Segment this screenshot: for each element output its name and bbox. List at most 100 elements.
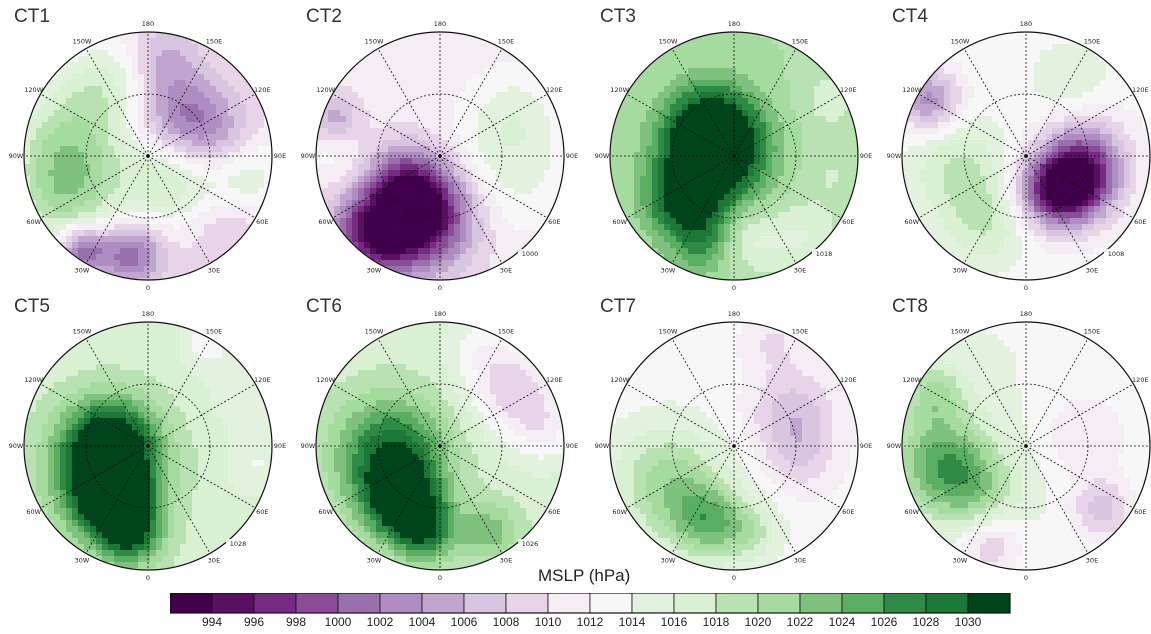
field-cell: [30, 170, 37, 177]
field-cell: [376, 68, 383, 75]
field-cell: [472, 62, 479, 69]
field-cell: [700, 158, 707, 165]
field-cell: [700, 146, 707, 153]
field-cell: [694, 62, 701, 69]
field-cell: [986, 122, 993, 129]
field-cell: [222, 206, 229, 213]
field-cell: [550, 122, 557, 129]
field-cell: [228, 152, 235, 159]
field-cell: [352, 230, 359, 237]
field-cell: [198, 98, 205, 105]
field-cell: [634, 200, 641, 207]
field-cell: [772, 146, 779, 153]
field-cell: [216, 92, 223, 99]
field-cell: [252, 176, 259, 183]
field-cell: [84, 230, 91, 237]
field-cell: [736, 86, 743, 93]
field-cell: [370, 74, 377, 81]
field-cell: [796, 50, 803, 57]
field-cell: [424, 116, 431, 123]
field-cell: [760, 134, 767, 141]
field-cell: [358, 122, 365, 129]
field-cell: [370, 98, 377, 105]
field-cell: [718, 242, 725, 249]
field-cell: [682, 74, 689, 81]
longitude-label: 60E: [842, 218, 854, 226]
field-cell: [1100, 104, 1107, 111]
field-cell: [174, 56, 181, 63]
field-cell: [42, 110, 49, 117]
field-cell: [102, 152, 109, 159]
field-cell: [30, 128, 37, 135]
field-cell: [340, 200, 347, 207]
field-cell: [430, 278, 437, 280]
field-cell: [484, 260, 491, 267]
field-cell: [346, 152, 353, 159]
field-cell: [376, 248, 383, 255]
field-cell: [790, 164, 797, 171]
field-cell: [406, 176, 413, 183]
field-cell: [784, 230, 791, 237]
field-cell: [192, 200, 199, 207]
field-cell: [992, 104, 999, 111]
field-cell: [186, 68, 193, 75]
field-cell: [670, 86, 677, 93]
field-cell: [682, 80, 689, 87]
field-cell: [150, 176, 157, 183]
field-cell: [1124, 92, 1131, 99]
field-cell: [736, 176, 743, 183]
field-cell: [724, 236, 731, 243]
field-cell: [980, 122, 987, 129]
field-cell: [712, 218, 719, 225]
field-cell: [784, 176, 791, 183]
field-cell: [754, 218, 761, 225]
field-cell: [424, 146, 431, 153]
field-cell: [1058, 50, 1065, 57]
field-cell: [478, 92, 485, 99]
field-cell: [114, 104, 121, 111]
field-cell: [1082, 92, 1089, 99]
field-cell: [144, 74, 151, 81]
field-cell: [664, 158, 671, 165]
field-cell: [790, 230, 797, 237]
field-cell: [120, 86, 127, 93]
field-cell: [60, 140, 67, 147]
field-cell: [532, 110, 539, 117]
field-cell: [364, 146, 371, 153]
field-cell: [466, 224, 473, 231]
contour-label: 1018: [816, 250, 833, 258]
field-cell: [730, 116, 737, 123]
field-cell: [760, 254, 767, 261]
field-cell: [210, 200, 217, 207]
field-cell: [694, 260, 701, 267]
field-cell: [778, 164, 785, 171]
field-cell: [96, 248, 103, 255]
field-cell: [78, 68, 85, 75]
field-cell: [718, 164, 725, 171]
field-cell: [820, 152, 827, 159]
longitude-label: 120E: [254, 86, 271, 94]
field-cell: [156, 80, 163, 87]
field-cell: [24, 164, 31, 171]
field-cell: [394, 134, 401, 141]
field-cell: [808, 128, 815, 135]
field-cell: [664, 248, 671, 255]
field-cell: [132, 236, 139, 243]
field-cell: [712, 44, 719, 51]
field-cell: [216, 224, 223, 231]
field-cell: [956, 122, 963, 129]
field-cell: [778, 56, 785, 63]
field-cell: [514, 206, 521, 213]
field-cell: [376, 140, 383, 147]
field-cell: [670, 158, 677, 165]
field-cell: [132, 212, 139, 219]
field-cell: [1016, 50, 1023, 57]
field-cell: [174, 128, 181, 135]
field-cell: [198, 188, 205, 195]
field-cell: [700, 68, 707, 75]
field-cell: [340, 86, 347, 93]
field-cell: [1070, 74, 1077, 81]
field-cell: [748, 146, 755, 153]
field-cell: [364, 80, 371, 87]
contour-label: 1000: [522, 250, 539, 258]
